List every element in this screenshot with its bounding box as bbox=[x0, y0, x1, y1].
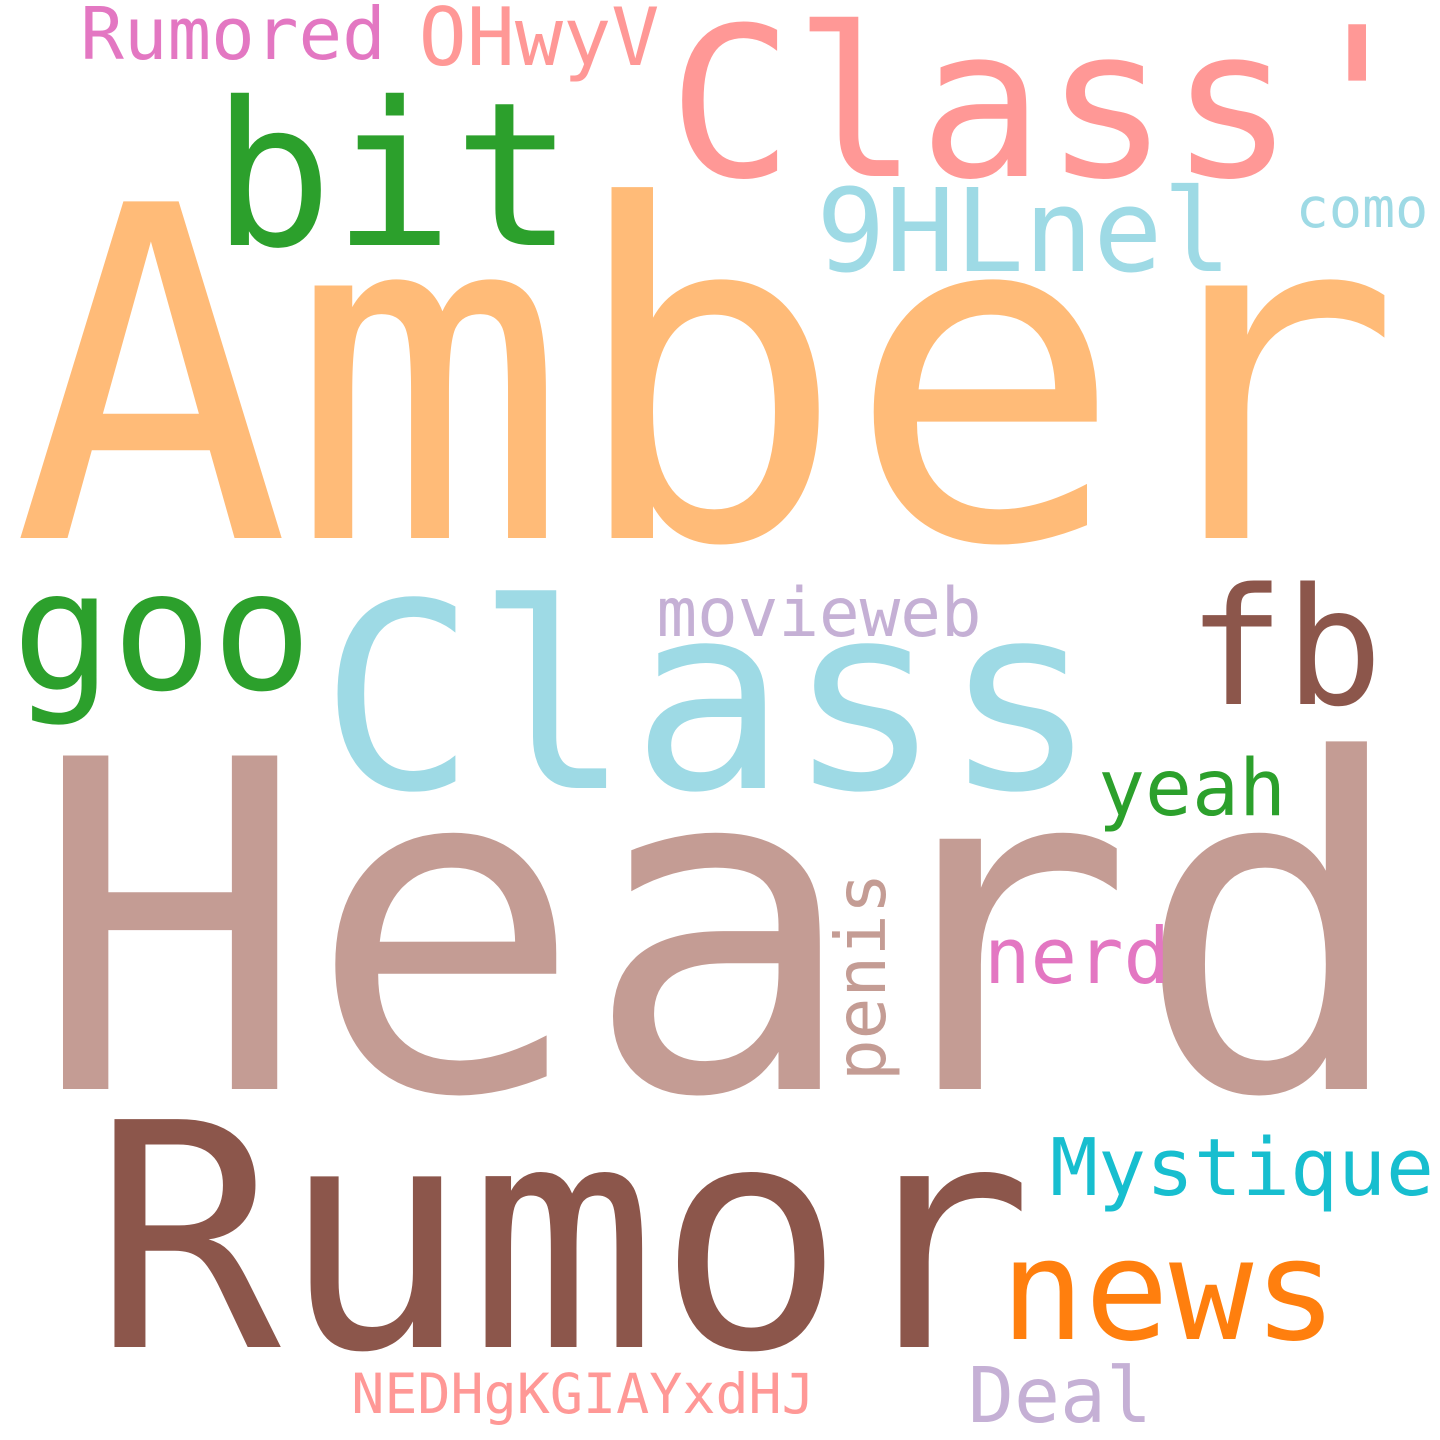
word-ohwyv: OHwyV bbox=[418, 0, 660, 84]
word-penis: penis bbox=[822, 872, 903, 1082]
word-heard: Heard bbox=[32, 664, 1410, 1198]
word-deal: Deal bbox=[968, 1351, 1152, 1440]
word-rumored: Rumored bbox=[80, 0, 386, 77]
word-news: news bbox=[1000, 1210, 1338, 1373]
word-yeah: yeah bbox=[1098, 743, 1286, 834]
word-como: como bbox=[1295, 175, 1429, 240]
word-class: Class bbox=[320, 547, 1098, 849]
word-nerd: nerd bbox=[984, 912, 1170, 1003]
word-bit: bit bbox=[212, 59, 574, 293]
word-goo: goo bbox=[12, 535, 312, 729]
word-movieweb: movieweb bbox=[656, 573, 982, 653]
word-amber: Amber bbox=[12, 109, 1402, 648]
word-class-quote: Class' bbox=[668, 0, 1420, 226]
word-fb: fb bbox=[1187, 553, 1383, 743]
word-nedhgkgiayxdhj: NEDHgKGIAYxdHJ bbox=[351, 1361, 815, 1426]
word-9hlnel: 9HLnel bbox=[816, 164, 1232, 299]
word-rumor: Rumor bbox=[92, 1056, 1034, 1421]
word-mystique: Mystique bbox=[1050, 1121, 1434, 1215]
